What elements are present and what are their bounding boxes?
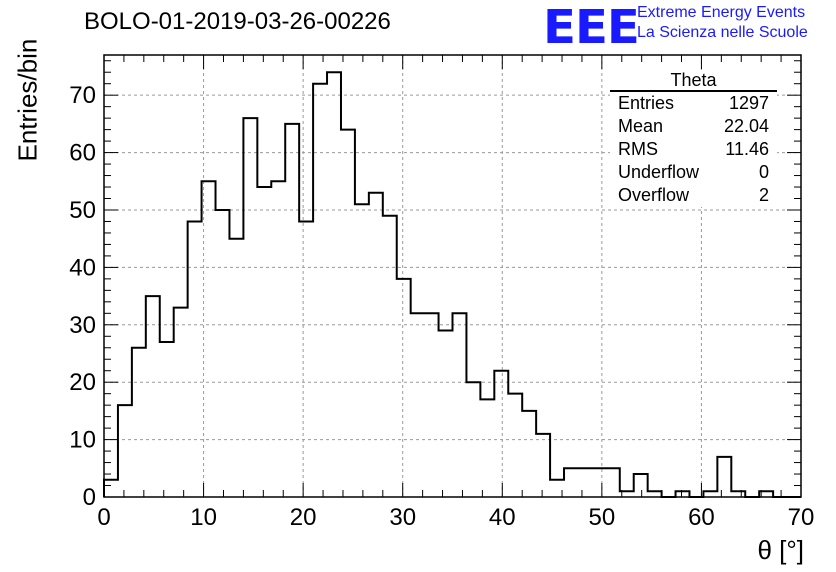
y-tick-label: 70: [69, 82, 96, 109]
y-tick-label: 10: [69, 427, 96, 454]
chart-title: BOLO-01-2019-03-26-00226: [84, 8, 391, 35]
stats-label: Mean: [618, 116, 664, 136]
stats-title: Theta: [610, 70, 777, 92]
x-tick-label: 0: [97, 504, 110, 531]
stats-value: 2: [758, 185, 769, 205]
y-axis-label: Entries/bin: [12, 38, 43, 162]
stats-row: Entries 1297: [610, 92, 777, 115]
x-tick-label: 40: [489, 504, 516, 531]
y-tick-label: 60: [69, 140, 96, 167]
y-tick-label: 30: [69, 312, 96, 339]
eee-logo: EEE: [543, 0, 640, 54]
histogram-outline: [103, 71, 801, 498]
stats-row: Overflow 2: [610, 184, 777, 207]
stats-row: RMS 11.46: [610, 138, 777, 161]
stats-label: RMS: [618, 139, 658, 159]
x-tick-label: 20: [290, 504, 317, 531]
x-tick-label: 30: [389, 504, 416, 531]
logo-line-1: Extreme Energy Events: [637, 4, 806, 21]
x-axis-label: θ [°]: [757, 535, 804, 565]
x-tick-label: 60: [688, 504, 715, 531]
x-tick-label: 10: [190, 504, 217, 531]
y-tick-label: 50: [69, 197, 96, 224]
stats-row: Underflow 0: [610, 161, 777, 184]
x-tick-label: 50: [589, 504, 616, 531]
stats-value: 22.04: [723, 116, 769, 136]
x-tick-label: 70: [788, 504, 815, 531]
stats-value: 11.46: [725, 139, 769, 159]
stats-value: 1297: [728, 93, 769, 113]
grid-lines: [104, 55, 801, 497]
stats-label: Entries: [618, 93, 675, 113]
stats-value: 0: [758, 162, 769, 182]
stats-label: Underflow: [618, 162, 700, 182]
axis-ticks: [103, 55, 802, 498]
y-tick-label: 0: [83, 484, 96, 511]
y-tick-label: 40: [69, 254, 96, 281]
stats-row: Mean 22.04: [610, 115, 777, 138]
stats-label: Overflow: [618, 185, 690, 205]
stats-box: Theta Entries 1297 Mean 22.04 RMS 11.46 …: [610, 70, 777, 207]
logo-line-2: La Scienza nelle Scuole: [637, 24, 808, 41]
y-tick-label: 20: [69, 369, 96, 396]
plot-frame: [103, 54, 802, 498]
